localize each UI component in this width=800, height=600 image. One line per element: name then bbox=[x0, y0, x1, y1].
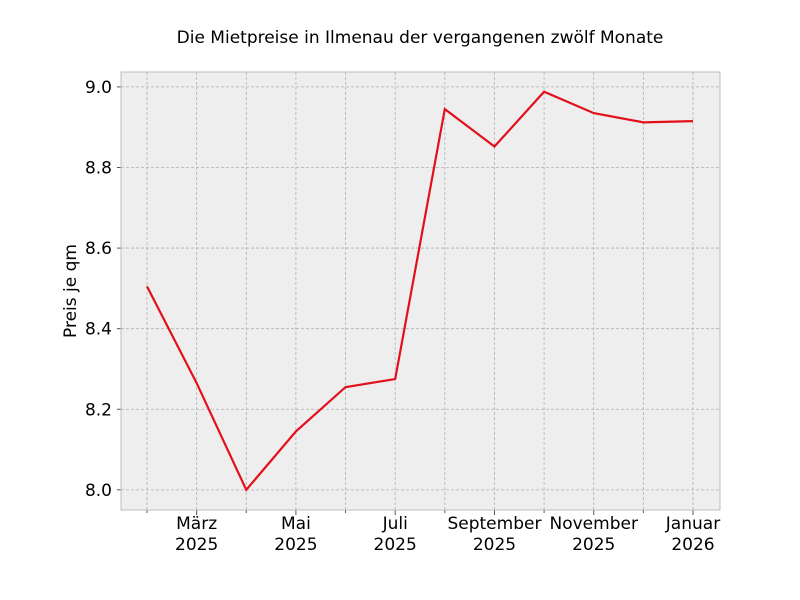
y-tick-label: 8.0 bbox=[85, 481, 112, 501]
y-axis-label: Preis je qm bbox=[61, 244, 81, 338]
x-tick-label-line: 2025 bbox=[274, 535, 317, 555]
x-tick-label: September 2025 bbox=[447, 514, 541, 555]
x-tick-label: Januar 2026 bbox=[665, 514, 720, 555]
x-tick-label-line: 2025 bbox=[473, 535, 516, 555]
x-tick-label-line: 2025 bbox=[374, 535, 417, 555]
plot-border bbox=[120, 71, 721, 511]
x-tick-label-line: Januar bbox=[665, 514, 720, 534]
x-tick-label: November 2025 bbox=[550, 514, 638, 555]
x-tick-label-line: September bbox=[447, 514, 541, 534]
x-tick-label: März 2025 bbox=[175, 514, 218, 555]
y-tick-label: 8.6 bbox=[85, 239, 112, 259]
x-tick-label: Juli 2025 bbox=[374, 514, 417, 555]
y-tick-label: 8.4 bbox=[85, 320, 112, 340]
x-tick-label-line: 2025 bbox=[175, 535, 218, 555]
x-tick-label-line: März bbox=[176, 514, 217, 534]
x-tick-label: Mai 2025 bbox=[274, 514, 317, 555]
x-tick-label-line: 2025 bbox=[572, 535, 615, 555]
x-tick-label-line: November bbox=[550, 514, 638, 534]
x-tick-label-line: Mai bbox=[281, 514, 311, 534]
y-tick-label: 8.8 bbox=[85, 158, 112, 178]
y-tick-label: 9.0 bbox=[85, 78, 112, 98]
chart-title: Die Mietpreise in Ilmenau der vergangene… bbox=[177, 28, 664, 48]
x-tick-label-line: Juli bbox=[382, 514, 408, 534]
plot-area bbox=[121, 72, 720, 510]
x-tick-label-line: 2026 bbox=[671, 535, 714, 555]
line bbox=[146, 90, 694, 492]
y-tick-label: 8.2 bbox=[85, 400, 112, 420]
